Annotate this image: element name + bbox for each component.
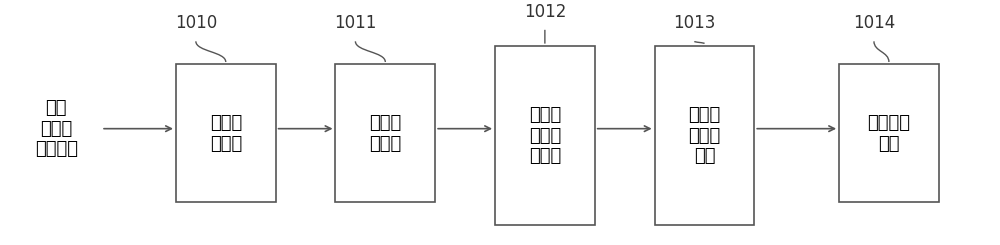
FancyBboxPatch shape xyxy=(176,64,276,202)
Text: 1012: 1012 xyxy=(524,3,566,21)
FancyBboxPatch shape xyxy=(839,64,939,202)
FancyBboxPatch shape xyxy=(655,46,754,225)
Text: 1013: 1013 xyxy=(673,14,716,32)
Text: 第一信
号处理
单元: 第一信 号处理 单元 xyxy=(688,106,721,165)
Text: 符号映
射单元: 符号映 射单元 xyxy=(369,114,401,153)
Text: 第一复
共轭运
算单元: 第一复 共轭运 算单元 xyxy=(529,106,561,165)
Text: 1011: 1011 xyxy=(334,14,377,32)
Text: 串并转
换单元: 串并转 换单元 xyxy=(210,114,242,153)
FancyBboxPatch shape xyxy=(335,64,435,202)
Text: 并串转换
单元: 并串转换 单元 xyxy=(867,114,910,153)
FancyBboxPatch shape xyxy=(495,46,595,225)
Text: 初始
二进制
信息序列: 初始 二进制 信息序列 xyxy=(35,99,78,159)
Text: 1010: 1010 xyxy=(175,14,217,32)
Text: 1014: 1014 xyxy=(853,14,895,32)
